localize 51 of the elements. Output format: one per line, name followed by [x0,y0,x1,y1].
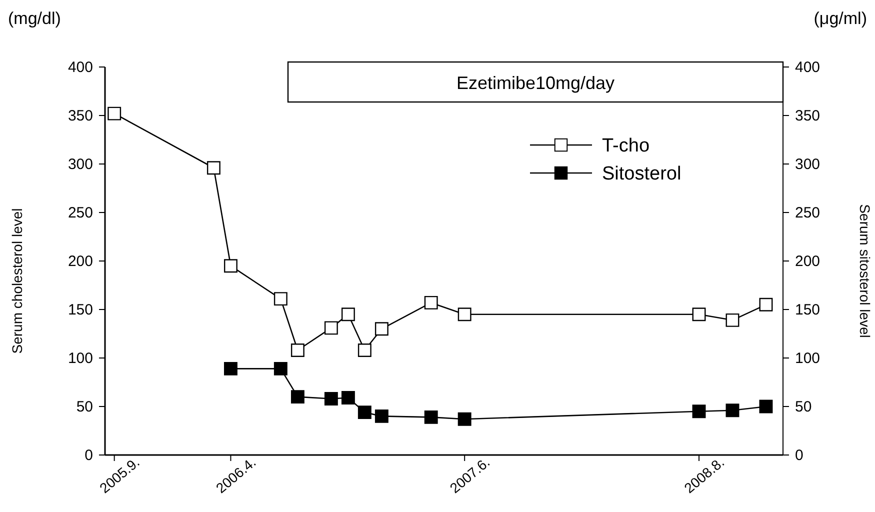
point [692,404,706,418]
point [374,409,388,423]
point [726,313,740,327]
point [224,259,238,273]
point [424,410,438,424]
y-tick-label: 400 [68,58,93,76]
point [358,406,372,420]
y-tick-label: 50 [76,398,93,416]
point [274,362,288,376]
y2-tick-label: 0 [795,446,804,464]
point [759,298,773,312]
point [458,412,472,426]
point [290,344,304,357]
legend-label: Sitosterol [602,164,682,185]
point [759,400,773,414]
y-tick-label: 200 [68,252,93,270]
point [341,308,355,322]
y-tick-label: 150 [68,301,93,318]
text: (mg/dl) [8,9,61,28]
y-tick-label: 0 [84,446,93,464]
annotation: Ezetimibe10mg/day [456,73,615,93]
point [274,292,288,306]
y-axis-title: Serum cholesterol level [9,208,25,354]
legend-label: T-cho [602,136,650,157]
y-tick-label: 300 [68,156,93,173]
y-tick-label: 250 [68,204,93,222]
point [726,404,740,418]
y2-tick-label: 100 [795,350,820,367]
y2-tick-label: 300 [795,156,820,173]
y2-tick-label: 250 [795,204,820,222]
y2-axis-title: Serum sitosterol level [857,204,873,338]
point [324,392,338,406]
point [424,296,438,310]
y2-tick-label: 350 [795,107,820,124]
point [224,362,238,376]
y2-tick-label: 200 [795,252,820,270]
point [358,344,372,357]
point [458,308,472,322]
y-tick-label: 350 [68,107,93,124]
point [341,391,355,404]
y-tick-label: 100 [68,350,93,367]
point [374,322,388,336]
point [692,308,706,322]
y2-tick-label: 400 [795,58,820,76]
point [324,321,338,335]
y2-tick-label: 50 [795,398,812,416]
point [290,390,304,404]
text: (μg/ml) [814,9,867,28]
y2-tick-label: 150 [795,301,820,318]
point [206,161,220,175]
point [108,106,122,120]
